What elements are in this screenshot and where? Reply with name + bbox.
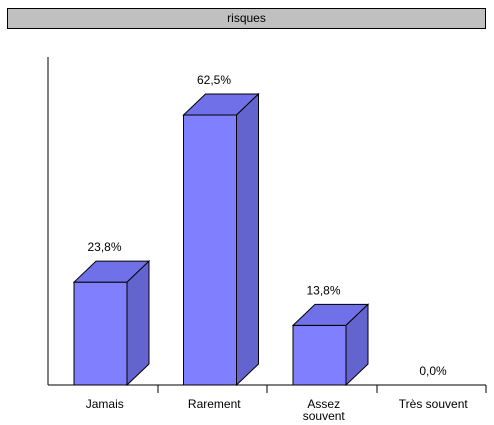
bar-front — [292, 324, 347, 386]
category-label: souvent — [303, 409, 346, 423]
category-label: Jamais — [86, 397, 124, 411]
chart-title: risques — [7, 8, 486, 29]
bar-side — [345, 303, 369, 387]
value-label: 23,8% — [87, 240, 121, 254]
category-label: Rarement — [188, 397, 241, 411]
bar-side — [236, 92, 259, 387]
bar-front — [73, 281, 128, 386]
bar-side — [126, 260, 150, 387]
value-label: 0,0% — [419, 364, 447, 378]
value-label: 62,5% — [197, 73, 231, 87]
bar-front — [183, 114, 237, 386]
category-label: Très souvent — [399, 397, 469, 411]
category-label: Assez — [307, 397, 340, 411]
value-label: 13,8% — [306, 283, 340, 297]
